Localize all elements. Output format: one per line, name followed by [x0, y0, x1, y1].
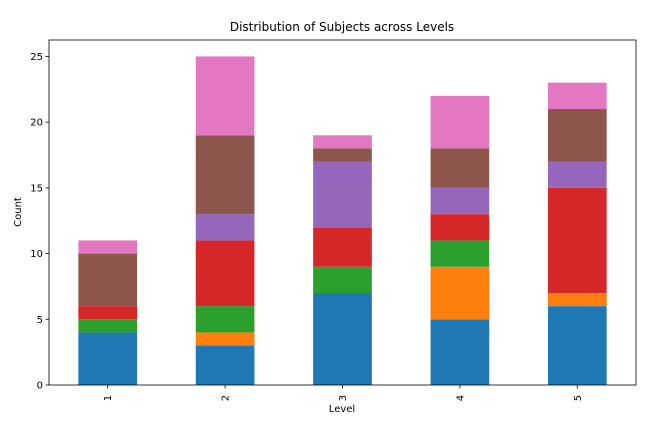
bar-segment-level-3-series-6 [313, 148, 372, 162]
bar-segment-level-2-series-1 [195, 345, 255, 385]
bar-segment-level-4-series-4 [430, 214, 490, 241]
bar-segment-level-1-series-7 [78, 240, 138, 254]
y-tick-label: 5 [37, 315, 43, 326]
y-axis-label: Count [13, 197, 24, 227]
x-tick-label-level-3: 3 [338, 395, 349, 401]
bar-segment-level-3-series-1 [313, 293, 372, 385]
bar-segment-level-3-series-7 [313, 135, 372, 149]
bar-segment-level-1-series-4 [78, 306, 138, 320]
bar-segment-level-4-series-3 [430, 240, 490, 267]
y-tick-label: 25 [30, 52, 43, 63]
bar-segment-level-2-series-2 [195, 332, 255, 346]
y-tick-label: 10 [30, 249, 43, 260]
y-axis: 0 5 10 15 20 25 [30, 52, 49, 392]
chart-title: Distribution of Subjects across Levels [230, 20, 454, 34]
bar-segment-level-1-series-3 [78, 319, 138, 333]
x-axis-label: Level [329, 404, 355, 415]
x-tick-label-level-1: 1 [103, 395, 114, 401]
x-axis: 1 2 3 4 5 [103, 385, 584, 401]
bar-segment-level-2-series-6 [195, 135, 255, 215]
bar-segment-level-3-series-4 [313, 227, 372, 267]
bar-segment-level-5-series-7 [547, 82, 607, 109]
bar-segment-level-3-series-5 [313, 161, 372, 228]
bar-segment-level-1-series-1 [78, 332, 138, 385]
x-tick-label-level-4: 4 [455, 395, 466, 401]
bar-segment-level-3-series-3 [313, 266, 372, 293]
bar-segment-level-2-series-4 [195, 240, 255, 307]
bar-segment-level-4-series-1 [430, 319, 490, 385]
y-tick-label: 20 [30, 118, 43, 129]
y-tick-label: 0 [37, 381, 43, 392]
bar-segment-level-4-series-6 [430, 148, 490, 188]
bar-segment-level-5-series-1 [547, 306, 607, 385]
y-tick-label: 15 [30, 183, 43, 194]
bars-group [78, 56, 607, 385]
bar-segment-level-4-series-2 [430, 266, 490, 320]
bar-segment-level-2-series-5 [195, 214, 255, 241]
bar-segment-level-1-series-6 [78, 253, 138, 307]
bar-segment-level-2-series-7 [195, 56, 255, 136]
bar-segment-level-5-series-6 [547, 109, 607, 162]
bar-segment-level-5-series-4 [547, 187, 607, 293]
x-tick-label-level-5: 5 [573, 395, 584, 401]
bar-segment-level-5-series-5 [547, 161, 607, 188]
bar-segment-level-5-series-2 [547, 293, 607, 307]
bar-segment-level-2-series-3 [195, 306, 255, 333]
bar-segment-level-4-series-5 [430, 187, 490, 215]
x-tick-label-level-2: 2 [221, 395, 232, 401]
bar-segment-level-4-series-7 [430, 95, 490, 149]
